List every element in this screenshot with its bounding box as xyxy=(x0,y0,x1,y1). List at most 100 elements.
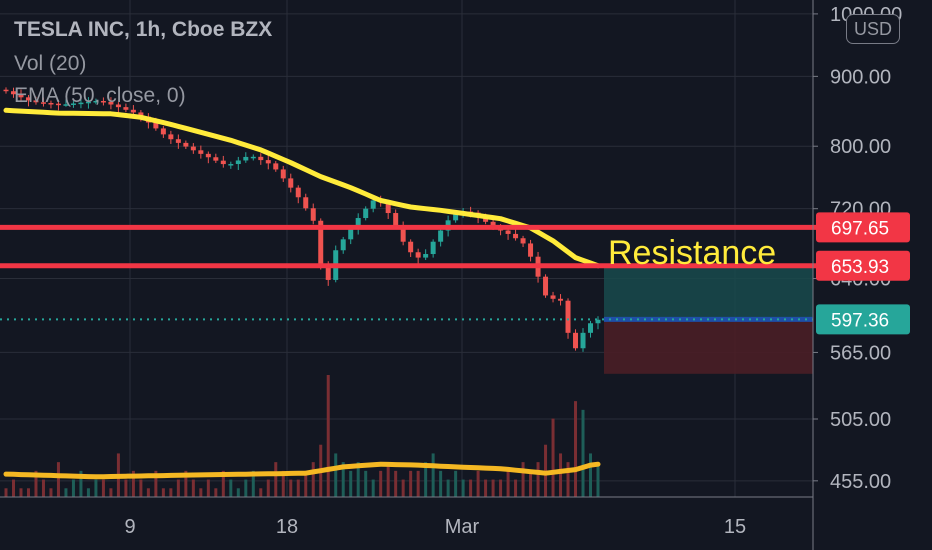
volume-bar xyxy=(146,488,150,497)
candle-body xyxy=(550,295,556,299)
price-tick-label: 800.00 xyxy=(830,136,891,158)
candle-body xyxy=(490,221,496,227)
candle-body xyxy=(220,160,226,165)
volume-bar xyxy=(439,470,443,497)
resistance-value-697: 697.65 xyxy=(831,218,889,239)
resistance-annotation[interactable]: Resistance xyxy=(608,234,776,272)
currency-button[interactable]: USD xyxy=(846,14,900,44)
candle-body xyxy=(100,100,106,103)
volume-bar xyxy=(364,470,368,497)
volume-bar xyxy=(199,488,203,497)
volume-bar xyxy=(236,488,240,497)
candle-body xyxy=(78,102,84,105)
price-tick-label: 900.00 xyxy=(830,66,891,88)
volume-bar xyxy=(34,470,38,497)
candle-body xyxy=(303,197,309,209)
candle-body xyxy=(505,230,511,234)
volume-bar xyxy=(334,453,338,497)
volume-bar xyxy=(289,479,293,497)
volume-bar xyxy=(401,479,405,497)
volume-bar xyxy=(566,462,570,497)
candle-body xyxy=(273,163,279,170)
volume-bar xyxy=(409,470,413,497)
candle-body xyxy=(10,91,16,95)
ema-legend[interactable]: EMA (50, close, 0) xyxy=(14,84,186,107)
volume-bar xyxy=(521,462,525,497)
volume-bar xyxy=(446,479,450,497)
volume-bar xyxy=(469,479,473,497)
volume-bar xyxy=(341,462,345,497)
volume-bar xyxy=(349,470,353,497)
volume-bar xyxy=(506,470,510,497)
volume-bar xyxy=(499,479,503,497)
candle-body xyxy=(138,112,144,117)
price-tick-label: 565.00 xyxy=(830,342,891,364)
volume-bar xyxy=(266,479,270,497)
candle-body xyxy=(250,156,256,159)
candle-body xyxy=(33,100,39,103)
candle-body xyxy=(25,97,31,101)
volume-bar xyxy=(11,479,15,497)
volume-bar xyxy=(139,479,143,497)
volume-bar xyxy=(124,479,128,497)
chart-grid xyxy=(0,0,813,497)
candle-body xyxy=(595,319,601,324)
candle-body xyxy=(205,153,211,158)
volume-bar xyxy=(274,462,278,497)
candle-body xyxy=(370,200,376,209)
resistance-label-653: 653.93 xyxy=(816,250,910,281)
candle-body xyxy=(528,243,534,257)
candle-body xyxy=(243,156,249,161)
candle-body xyxy=(280,169,286,179)
volume-bar xyxy=(191,479,195,497)
resistance-label-697: 697.65 xyxy=(816,212,910,243)
volume-bar xyxy=(311,462,315,497)
candle-body xyxy=(400,226,406,242)
volume-bar xyxy=(551,418,555,497)
volume-bar xyxy=(529,470,533,497)
volume-bar xyxy=(589,453,593,497)
volume-bar xyxy=(536,462,540,497)
volume-bar xyxy=(56,462,60,497)
time-tick-label: Mar xyxy=(445,516,480,538)
volume-bar xyxy=(221,470,225,497)
candle-body xyxy=(198,150,204,154)
resistance-value-653: 653.93 xyxy=(831,257,889,278)
volume-bar xyxy=(71,479,75,497)
candle-body xyxy=(183,142,189,147)
volume-bar xyxy=(4,488,8,497)
candle-body xyxy=(93,100,99,103)
volume-bar xyxy=(41,479,45,497)
candle-body xyxy=(18,94,24,98)
candle-body xyxy=(130,109,136,113)
position-tool[interactable] xyxy=(604,265,813,374)
candle-body xyxy=(453,214,459,221)
candle-body xyxy=(55,103,61,106)
time-axis[interactable]: 9 18 Mar 15 xyxy=(124,516,746,538)
candle-body xyxy=(340,239,346,251)
candle-body xyxy=(310,208,316,221)
volume-bar xyxy=(484,479,488,497)
candle-body xyxy=(363,208,369,219)
volume-bar xyxy=(26,488,30,497)
volume-bar xyxy=(326,375,330,497)
candle-body xyxy=(190,146,196,151)
candle-body xyxy=(153,122,159,129)
volume-bar xyxy=(581,409,585,497)
candle-body xyxy=(513,233,519,239)
volume-bar xyxy=(101,479,105,497)
symbol-title[interactable]: TESLA INC, 1h, Cboe BZX xyxy=(14,18,273,41)
candle-body xyxy=(40,102,46,104)
candle-body xyxy=(48,102,54,105)
stop-zone xyxy=(604,319,813,374)
candle-body xyxy=(565,300,571,333)
volume-bar xyxy=(371,479,375,497)
volume-legend[interactable]: Vol (20) xyxy=(14,52,87,75)
candle-body xyxy=(3,89,9,92)
volume-bar xyxy=(176,479,180,497)
volume-bar xyxy=(64,488,68,497)
volume-bar xyxy=(491,479,495,497)
volume-bar xyxy=(424,462,428,497)
volume-bar xyxy=(169,488,173,497)
